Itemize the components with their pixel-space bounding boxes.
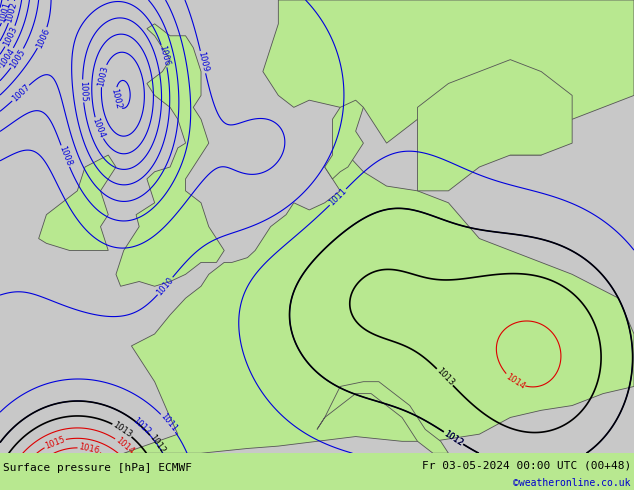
Text: 1010: 1010 [155,275,176,297]
Text: 1009: 1009 [197,51,210,74]
Text: 1007: 1007 [10,83,32,103]
Text: 1014: 1014 [113,436,135,456]
Text: 1013: 1013 [434,367,455,388]
Text: 1014: 1014 [503,372,526,391]
Polygon shape [263,0,634,155]
Text: 1002: 1002 [110,87,123,110]
Text: 1003: 1003 [2,25,19,48]
Text: 1013: 1013 [111,420,134,440]
Polygon shape [317,382,448,453]
Text: 1015: 1015 [43,435,66,451]
Text: 1011: 1011 [327,187,349,208]
Text: 1011: 1011 [158,412,179,434]
Text: 1012: 1012 [442,429,465,447]
Polygon shape [325,100,363,179]
Text: ©weatheronline.co.uk: ©weatheronline.co.uk [514,478,631,489]
Polygon shape [39,155,116,250]
Text: 1005: 1005 [78,80,87,101]
Text: 1012: 1012 [147,433,167,455]
Text: 1002: 1002 [5,1,19,24]
Text: Surface pressure [hPa] ECMWF: Surface pressure [hPa] ECMWF [3,463,192,473]
Text: 1004: 1004 [91,117,107,140]
Polygon shape [418,60,572,191]
Text: 1006: 1006 [157,45,171,68]
Text: 1012: 1012 [442,429,465,447]
Text: Fr 03-05-2024 00:00 UTC (00+48): Fr 03-05-2024 00:00 UTC (00+48) [422,460,631,470]
Text: 1004: 1004 [0,47,17,69]
Text: 1008: 1008 [57,145,74,168]
Text: 1006: 1006 [34,26,51,49]
Polygon shape [124,155,634,453]
Text: 1012: 1012 [131,416,152,437]
Text: 1016: 1016 [78,442,100,456]
Text: 1003: 1003 [96,65,110,87]
Text: 1005: 1005 [8,47,27,70]
Polygon shape [116,24,224,286]
Text: 1001: 1001 [0,1,13,24]
